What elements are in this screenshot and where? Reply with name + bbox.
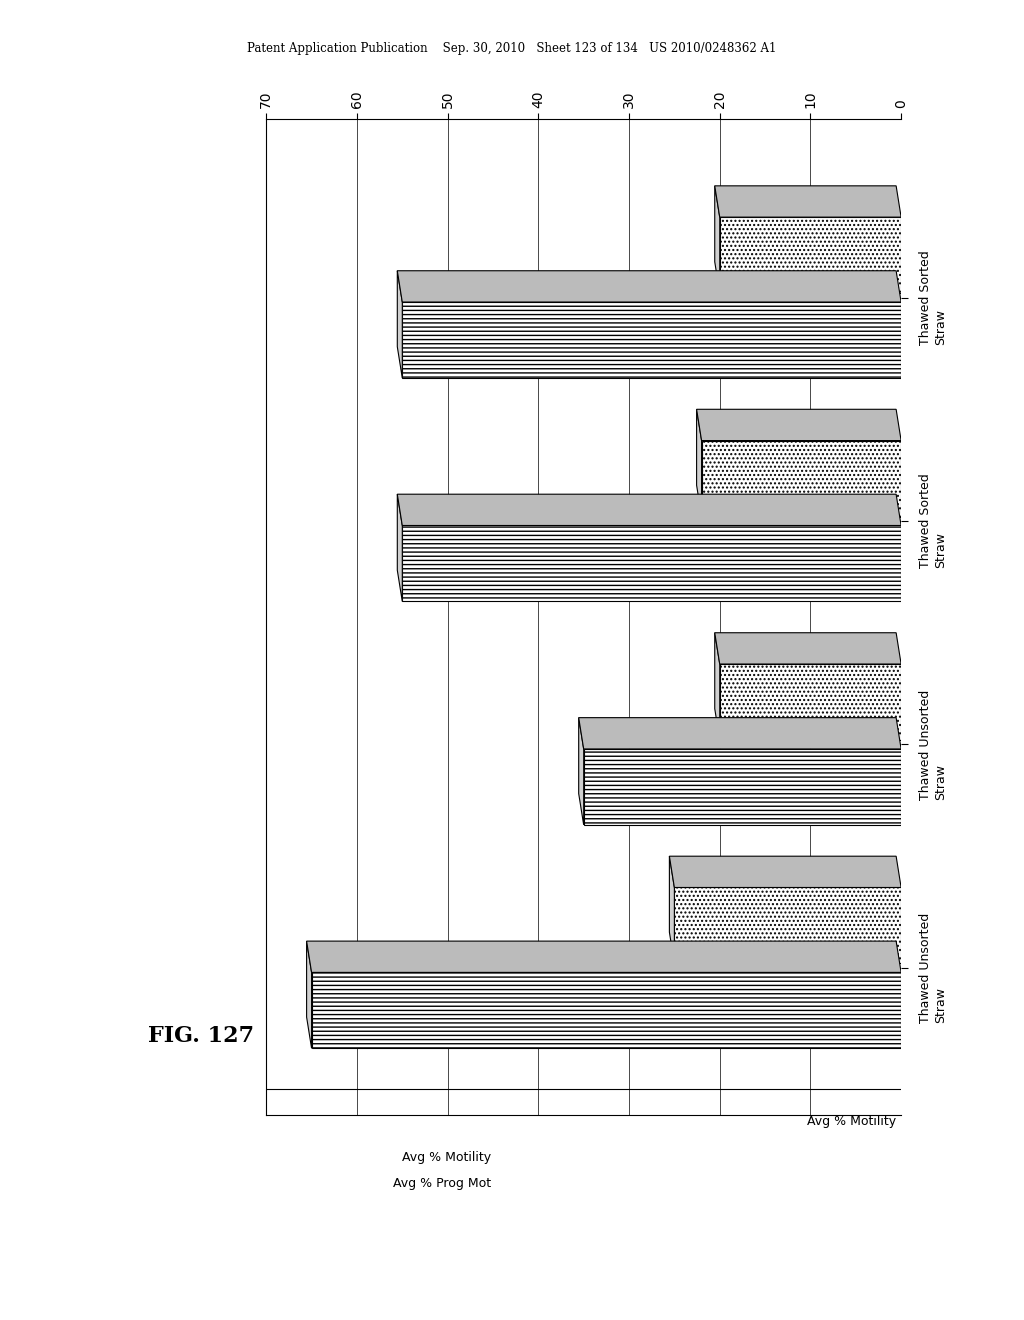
Polygon shape [715,632,901,664]
Polygon shape [715,186,720,293]
Polygon shape [579,718,901,748]
Bar [701,441,901,516]
Polygon shape [696,409,701,516]
Bar [402,302,901,378]
Polygon shape [397,271,901,302]
Polygon shape [397,271,402,378]
Polygon shape [579,718,584,825]
Polygon shape [670,857,901,887]
Text: Patent Application Publication    Sep. 30, 2010   Sheet 123 of 134   US 2010/024: Patent Application Publication Sep. 30, … [248,42,776,55]
Polygon shape [715,186,901,216]
Text: Avg % Prog Mot: Avg % Prog Mot [393,1177,492,1191]
Bar [720,216,901,293]
Text: Avg % Motility: Avg % Motility [402,1151,492,1164]
Bar [584,748,901,825]
Polygon shape [306,941,901,973]
Bar [311,973,901,1048]
Bar [675,887,901,964]
Polygon shape [397,494,402,602]
Polygon shape [670,857,675,964]
Bar [402,525,901,602]
Polygon shape [397,494,901,525]
Polygon shape [715,632,720,741]
Bar [720,664,901,741]
Text: FIG. 127: FIG. 127 [148,1026,255,1047]
Text: Avg % Motility: Avg % Motility [808,1115,897,1129]
Polygon shape [306,941,311,1048]
Polygon shape [696,409,901,441]
